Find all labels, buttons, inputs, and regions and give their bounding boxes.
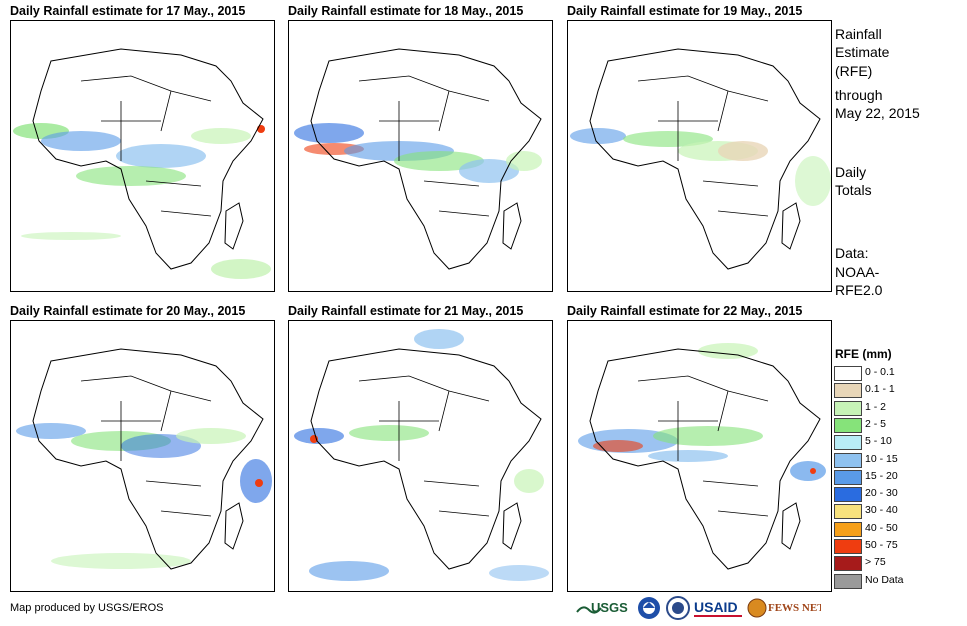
legend-label: 30 - 40 bbox=[865, 504, 898, 517]
legend-swatch bbox=[834, 573, 862, 589]
svg-text:USAID: USAID bbox=[694, 599, 738, 615]
usaid-logo: USAID bbox=[694, 599, 742, 617]
panel-title-6: Daily Rainfall estimate for 22 May., 201… bbox=[567, 304, 803, 318]
panel-title-3: Daily Rainfall estimate for 19 May., 201… bbox=[567, 4, 803, 18]
svg-text:USGS: USGS bbox=[591, 600, 628, 615]
panel-title-2: Daily Rainfall estimate for 18 May., 201… bbox=[288, 4, 524, 18]
legend-swatch bbox=[834, 521, 862, 537]
side-title-line3: (RFE) bbox=[835, 63, 873, 79]
side-data-label: Data: bbox=[835, 245, 869, 261]
legend-swatch bbox=[834, 366, 862, 381]
credit-text: Map produced by USGS/EROS bbox=[10, 602, 164, 614]
side-totals: Totals bbox=[835, 182, 872, 198]
side-data-source1: NOAA- bbox=[835, 264, 880, 280]
legend-swatch bbox=[834, 417, 862, 433]
noaa-logo bbox=[638, 597, 660, 619]
map-panel-6 bbox=[567, 320, 832, 592]
side-data-source2: RFE2.0 bbox=[835, 282, 883, 298]
legend-swatch bbox=[834, 487, 862, 503]
legend-swatch bbox=[834, 556, 862, 572]
legend-label: 5 - 10 bbox=[865, 435, 892, 448]
legend-label: 0.1 - 1 bbox=[865, 383, 895, 396]
map-panel-2 bbox=[288, 20, 553, 292]
legend-swatch bbox=[834, 504, 862, 520]
map-panel-5 bbox=[288, 320, 553, 592]
side-through: through bbox=[835, 87, 883, 103]
side-date: May 22, 2015 bbox=[835, 105, 920, 121]
legend-label: > 75 bbox=[865, 556, 886, 569]
svg-text:FEWS NET: FEWS NET bbox=[768, 602, 821, 614]
dhs-seal-logo bbox=[666, 596, 690, 620]
legend-label: 2 - 5 bbox=[865, 417, 887, 430]
legend-label: 15 - 20 bbox=[865, 469, 898, 482]
legend-label: 0 - 0.1 bbox=[865, 366, 895, 378]
legend-swatch bbox=[834, 469, 862, 485]
legend-label: 1 - 2 bbox=[865, 400, 887, 413]
map-panel-3 bbox=[567, 20, 832, 292]
legend-label: 40 - 50 bbox=[865, 521, 898, 534]
usgs-logo: USGS bbox=[576, 600, 628, 615]
side-title-line2: Estimate bbox=[835, 44, 890, 60]
legend-swatch bbox=[834, 452, 862, 468]
map-panel-4 bbox=[10, 320, 275, 592]
legend-title: RFE (mm) bbox=[835, 347, 892, 361]
legend-label: 20 - 30 bbox=[865, 487, 898, 500]
legend-swatch bbox=[834, 539, 862, 554]
side-daily: Daily bbox=[835, 164, 867, 180]
panel-title-1: Daily Rainfall estimate for 17 May., 201… bbox=[10, 4, 246, 18]
legend-label: 50 - 75 bbox=[865, 539, 898, 551]
map-panel-1 bbox=[10, 20, 275, 292]
side-title-line1: Rainfall bbox=[835, 26, 882, 42]
legend-label: No Data bbox=[865, 573, 904, 586]
legend-label: 10 - 15 bbox=[865, 452, 898, 465]
fews-net-logo: FEWS NET bbox=[747, 598, 821, 618]
panel-title-5: Daily Rainfall estimate for 21 May., 201… bbox=[288, 304, 524, 318]
legend-swatch bbox=[834, 435, 862, 451]
legend-swatch bbox=[834, 383, 862, 399]
legend-swatch bbox=[834, 400, 862, 416]
panel-title-4: Daily Rainfall estimate for 20 May., 201… bbox=[10, 304, 246, 318]
